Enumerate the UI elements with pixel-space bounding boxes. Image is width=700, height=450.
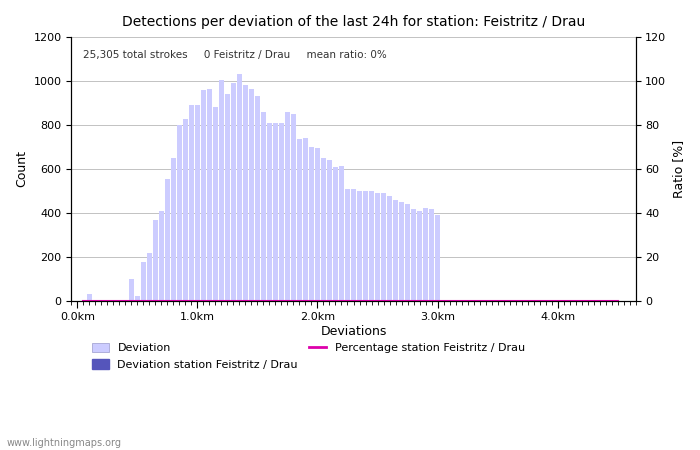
Bar xyxy=(249,89,253,301)
Bar xyxy=(231,83,236,301)
Bar xyxy=(177,125,182,301)
Bar xyxy=(183,119,188,301)
Bar xyxy=(172,158,176,301)
Bar xyxy=(243,86,248,301)
Bar xyxy=(327,160,332,301)
Bar xyxy=(105,300,110,301)
Bar xyxy=(111,300,116,301)
Bar xyxy=(429,210,434,301)
Bar xyxy=(256,96,260,301)
Bar xyxy=(357,191,362,301)
Bar xyxy=(207,89,211,301)
Bar xyxy=(279,123,284,301)
Bar xyxy=(87,294,92,301)
Bar xyxy=(382,193,386,301)
Bar xyxy=(424,208,428,301)
Text: 25,305 total strokes     0 Feistritz / Drau     mean ratio: 0%: 25,305 total strokes 0 Feistritz / Drau … xyxy=(83,50,386,60)
Bar xyxy=(285,112,290,301)
Bar xyxy=(363,191,368,301)
Bar xyxy=(291,114,296,301)
Bar xyxy=(369,191,374,301)
Bar xyxy=(303,138,308,301)
Title: Detections per deviation of the last 24h for station: Feistritz / Drau: Detections per deviation of the last 24h… xyxy=(122,15,585,29)
Bar xyxy=(219,80,224,301)
Bar xyxy=(214,108,218,301)
X-axis label: Deviations: Deviations xyxy=(321,325,386,338)
Bar xyxy=(273,123,278,301)
Bar xyxy=(129,279,134,301)
Bar xyxy=(135,296,140,301)
Bar xyxy=(165,179,169,301)
Bar xyxy=(375,193,380,301)
Bar xyxy=(315,148,320,301)
Bar xyxy=(345,189,350,301)
Bar xyxy=(399,202,404,301)
Bar xyxy=(387,196,392,301)
Bar xyxy=(333,166,338,301)
Bar xyxy=(153,220,158,301)
Bar xyxy=(267,123,272,301)
Bar xyxy=(309,147,314,301)
Bar xyxy=(141,262,146,301)
Bar xyxy=(321,158,326,301)
Bar xyxy=(417,211,422,301)
Bar xyxy=(261,112,266,301)
Bar xyxy=(225,94,230,301)
Y-axis label: Count: Count xyxy=(15,150,28,187)
Bar xyxy=(123,300,127,301)
Bar xyxy=(298,139,302,301)
Bar xyxy=(147,253,152,301)
Bar xyxy=(201,90,206,301)
Bar xyxy=(411,210,416,301)
Text: www.lightningmaps.org: www.lightningmaps.org xyxy=(7,437,122,447)
Y-axis label: Ratio [%]: Ratio [%] xyxy=(672,140,685,198)
Bar xyxy=(405,204,409,301)
Legend: Deviation, Deviation station Feistritz / Drau, Percentage station Feistritz / Dr: Deviation, Deviation station Feistritz /… xyxy=(88,338,529,374)
Bar xyxy=(435,215,440,301)
Bar xyxy=(237,74,241,301)
Bar xyxy=(195,105,199,301)
Bar xyxy=(117,300,122,301)
Bar xyxy=(189,105,194,301)
Bar xyxy=(351,189,356,301)
Bar xyxy=(393,200,398,301)
Bar xyxy=(159,211,164,301)
Bar xyxy=(340,166,344,301)
Bar xyxy=(99,300,104,301)
